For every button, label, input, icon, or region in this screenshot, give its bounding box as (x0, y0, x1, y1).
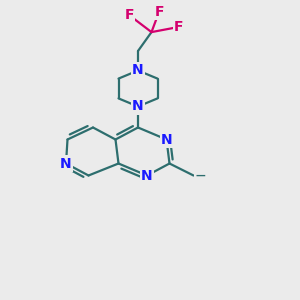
Text: N: N (132, 100, 144, 113)
Text: N: N (161, 133, 172, 146)
Text: F: F (124, 8, 134, 22)
Text: F: F (154, 5, 164, 19)
Text: N: N (141, 169, 153, 182)
Text: N: N (60, 157, 72, 170)
Text: N: N (132, 64, 144, 77)
Text: —: — (195, 170, 205, 181)
Text: F: F (174, 20, 183, 34)
